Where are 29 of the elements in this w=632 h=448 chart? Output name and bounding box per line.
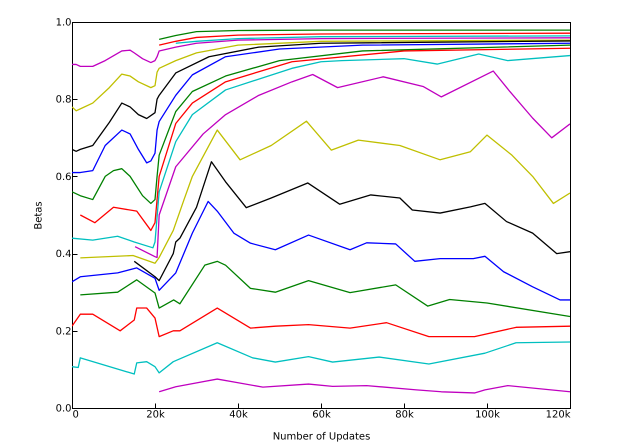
x-tick-label: 60k bbox=[312, 410, 331, 420]
line-series bbox=[72, 307, 570, 338]
line-series bbox=[72, 39, 570, 112]
x-tick-label: 120k bbox=[546, 410, 571, 420]
y-tick-label: 0.8 bbox=[56, 94, 72, 106]
y-tick-label: 1.0 bbox=[56, 18, 72, 28]
line-series bbox=[80, 260, 570, 318]
line-series bbox=[158, 29, 570, 40]
x-tick-label: 40k bbox=[229, 410, 248, 420]
y-tick-label: 0.6 bbox=[56, 172, 72, 183]
line-series bbox=[72, 37, 570, 68]
y-tick-label: 0.4 bbox=[56, 249, 72, 260]
x-tick-label: 20k bbox=[146, 410, 165, 420]
y-tick-label: 0.0 bbox=[56, 404, 72, 414]
x-tick-label: 80k bbox=[395, 410, 414, 420]
line-series bbox=[158, 32, 570, 46]
x-tick-label: 0 bbox=[72, 410, 79, 420]
line-series bbox=[134, 70, 570, 258]
line-series bbox=[72, 200, 570, 301]
x-tick-label: 100k bbox=[475, 410, 500, 420]
x-axis-title: Number of Updates bbox=[272, 432, 370, 442]
line-series bbox=[72, 42, 570, 174]
y-axis-title: Betas bbox=[34, 201, 45, 230]
y-tick-label: 0.2 bbox=[56, 326, 72, 338]
line-series bbox=[175, 35, 570, 44]
line-series bbox=[72, 341, 570, 375]
line-series bbox=[80, 120, 570, 264]
line-series bbox=[158, 378, 570, 394]
line-series bbox=[72, 44, 570, 204]
